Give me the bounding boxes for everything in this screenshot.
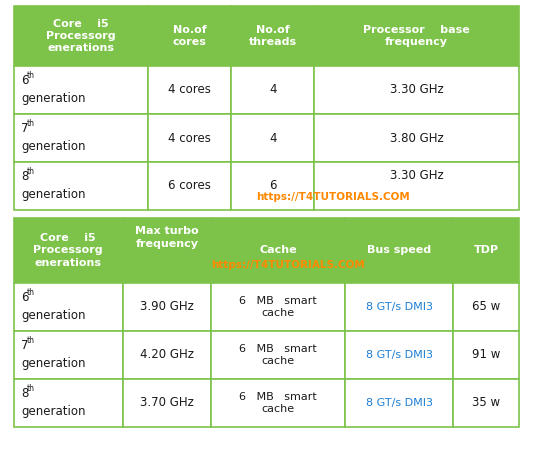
Text: generation: generation [21, 405, 85, 418]
Text: 8: 8 [21, 170, 28, 183]
Text: 4 cores: 4 cores [168, 84, 211, 97]
Text: th: th [27, 288, 35, 298]
Text: 4 cores: 4 cores [168, 132, 211, 145]
Text: No.of
threads: No.of threads [249, 25, 297, 47]
Text: th: th [27, 167, 35, 176]
Text: No.of
cores: No.of cores [173, 25, 206, 47]
Bar [148, 162, 231, 210]
Bar [211, 379, 345, 427]
Text: 3.80 GHz: 3.80 GHz [390, 132, 443, 145]
Text: TDP: TDP [474, 245, 499, 255]
Text: 6: 6 [21, 74, 28, 87]
Text: generation: generation [21, 309, 85, 322]
Bar [231, 114, 314, 162]
Text: 6 cores: 6 cores [168, 180, 211, 193]
Text: 7: 7 [21, 122, 28, 135]
Bar [123, 379, 211, 427]
Text: th: th [27, 336, 35, 346]
Text: 7: 7 [21, 339, 28, 352]
Text: 6   MB   smart
cache: 6 MB smart cache [239, 344, 317, 366]
Text: Core    i5
Processorg
enerations: Core i5 Processorg enerations [34, 233, 103, 268]
Bar [14, 218, 123, 283]
Text: Max turbo
frequency: Max turbo frequency [135, 226, 199, 249]
Bar [345, 379, 454, 427]
Bar [14, 283, 123, 331]
Bar [314, 114, 519, 162]
Text: 3.70 GHz: 3.70 GHz [140, 396, 193, 409]
Bar [345, 331, 454, 379]
Bar [345, 283, 454, 331]
Text: 35 w: 35 w [472, 396, 500, 409]
Bar [123, 283, 211, 331]
Text: Processor    base
frequency: Processor base frequency [364, 25, 470, 47]
Text: https://T4TUTORIALS.COM: https://T4TUTORIALS.COM [211, 260, 365, 270]
Text: generation: generation [21, 188, 85, 201]
Text: 4.20 GHz: 4.20 GHz [140, 348, 194, 361]
Bar [231, 66, 314, 114]
Text: 4: 4 [269, 132, 277, 145]
Text: generation: generation [21, 92, 85, 105]
Text: 4: 4 [269, 84, 277, 97]
Text: 65 w: 65 w [472, 300, 500, 314]
Text: 6   MB   smart
cache: 6 MB smart cache [239, 392, 317, 414]
Text: 8: 8 [21, 387, 28, 400]
Text: Bus speed: Bus speed [367, 245, 431, 255]
Bar [211, 218, 345, 283]
Text: 6   MB   smart
cache: 6 MB smart cache [239, 296, 317, 318]
Text: 91 w: 91 w [472, 348, 500, 361]
Text: Core    i5
Processorg
enerations: Core i5 Processorg enerations [46, 18, 116, 54]
Bar [314, 162, 519, 210]
Bar [148, 6, 231, 66]
Bar [148, 114, 231, 162]
Text: 8 GT/s DMI3: 8 GT/s DMI3 [366, 350, 433, 360]
Text: 3.30 GHz: 3.30 GHz [390, 169, 443, 182]
Bar [211, 331, 345, 379]
Bar [211, 283, 345, 331]
Bar [231, 162, 314, 210]
Bar [14, 114, 148, 162]
Bar [14, 162, 148, 210]
Bar [14, 6, 148, 66]
Text: th: th [27, 119, 35, 128]
Text: th: th [27, 384, 35, 394]
Text: generation: generation [21, 140, 85, 153]
Bar [454, 379, 519, 427]
Bar [123, 218, 211, 283]
Text: generation: generation [21, 357, 85, 370]
Bar [454, 283, 519, 331]
Bar [123, 331, 211, 379]
Bar [231, 6, 314, 66]
Text: https://T4TUTORIALS.COM: https://T4TUTORIALS.COM [256, 192, 410, 201]
Bar [454, 331, 519, 379]
Text: 8 GT/s DMI3: 8 GT/s DMI3 [366, 302, 433, 312]
Text: 8 GT/s DMI3: 8 GT/s DMI3 [366, 398, 433, 408]
Text: Cache: Cache [259, 245, 297, 255]
Text: th: th [27, 72, 35, 80]
Text: 6: 6 [21, 291, 28, 304]
Bar [345, 218, 454, 283]
Text: 6: 6 [269, 180, 277, 193]
Bar [148, 66, 231, 114]
Bar [14, 331, 123, 379]
Bar [314, 66, 519, 114]
Text: 3.30 GHz: 3.30 GHz [390, 84, 443, 97]
Text: 3.90 GHz: 3.90 GHz [140, 300, 193, 314]
Bar [314, 6, 519, 66]
Bar [14, 66, 148, 114]
Bar [14, 379, 123, 427]
Bar [454, 218, 519, 283]
